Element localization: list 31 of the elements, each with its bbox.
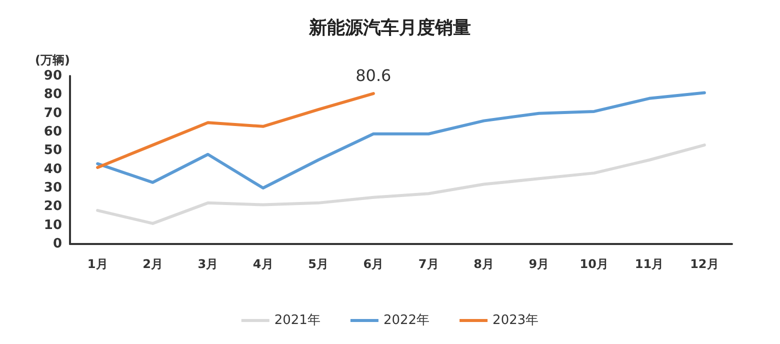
legend-label: 2021年 bbox=[274, 313, 320, 328]
x-tick-label: 10月 bbox=[580, 257, 608, 271]
x-tick-label: 6月 bbox=[363, 257, 384, 271]
line-series bbox=[96, 91, 706, 190]
x-tick-label: 11月 bbox=[634, 257, 664, 271]
data-label: 80.6 bbox=[356, 66, 392, 86]
y-tick-label: 60 bbox=[44, 124, 62, 140]
x-tick-label: 8月 bbox=[474, 257, 494, 271]
line-series bbox=[96, 92, 375, 169]
y-tick-label: 70 bbox=[44, 106, 62, 121]
line-series bbox=[96, 144, 706, 225]
y-tick-label: 90 bbox=[44, 68, 62, 84]
y-axis-title: (万辆) bbox=[35, 53, 70, 67]
legend-label: 2023年 bbox=[492, 313, 539, 328]
y-tick-label: 40 bbox=[44, 162, 62, 177]
x-tick-label: 9月 bbox=[528, 257, 550, 271]
chart-title: 新能源汽车月度销量 bbox=[308, 18, 471, 38]
legend-label: 2022年 bbox=[383, 313, 430, 328]
x-tick-label: 1月 bbox=[87, 257, 108, 271]
x-tick-label: 2月 bbox=[142, 257, 163, 271]
x-tick-label: 5月 bbox=[308, 257, 328, 271]
x-tick-label: 3月 bbox=[198, 257, 218, 271]
y-tick-label: 80 bbox=[44, 87, 62, 102]
y-tick-label: 10 bbox=[44, 218, 62, 233]
y-tick-label: 20 bbox=[44, 199, 62, 214]
y-tick-label: 0 bbox=[52, 236, 62, 252]
x-tick-label: 4月 bbox=[252, 257, 274, 271]
x-tick-label: 12月 bbox=[690, 257, 719, 271]
x-tick-label: 7月 bbox=[418, 257, 439, 271]
y-tick-label: 50 bbox=[44, 143, 62, 158]
y-tick-label: 30 bbox=[44, 180, 62, 196]
